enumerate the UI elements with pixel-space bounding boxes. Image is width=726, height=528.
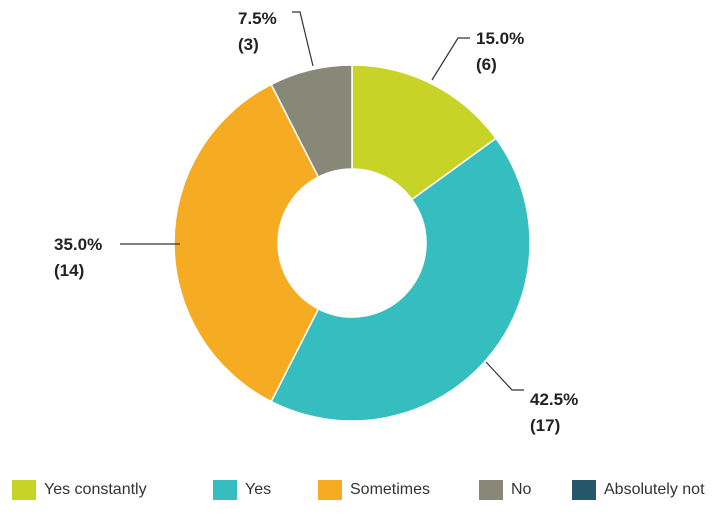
- legend-swatch-absolutely-not: [572, 480, 596, 500]
- legend-label-sometimes: Sometimes: [350, 481, 431, 498]
- legend-swatch-yes: [213, 480, 237, 500]
- legend-label-yes: Yes: [245, 481, 272, 498]
- callout-line-yes: [485, 361, 524, 391]
- callout-percent-no: 7.5%: [238, 9, 277, 28]
- slices-layer: [173, 64, 531, 422]
- legend-swatch-no: [479, 480, 503, 500]
- callout-count-yes: (17): [530, 416, 560, 435]
- legend-label-yes-constantly: Yes constantly: [44, 481, 147, 498]
- slice-yes[interactable]: [270, 137, 531, 422]
- slice-no[interactable]: [270, 64, 353, 179]
- slice-yes-constantly[interactable]: [351, 64, 498, 201]
- callout-count-no: (3): [238, 35, 259, 54]
- callout-percent-yes: 42.5%: [530, 390, 578, 409]
- legend-item-yes-constantly[interactable]: Yes constantly: [12, 478, 147, 502]
- legend-swatch-yes-constantly: [12, 480, 36, 500]
- callout-line-no: [292, 11, 314, 67]
- legend-item-sometimes[interactable]: Sometimes: [318, 478, 430, 502]
- callout-count-yes-constantly: (6): [476, 55, 497, 74]
- legend: Yes constantly Yes Sometimes No Absolute…: [0, 478, 726, 502]
- callout-line-yes-constantly: [431, 37, 470, 81]
- callout-percent-yes-constantly: 15.0%: [476, 29, 524, 48]
- callout-percent-sometimes: 35.0%: [54, 235, 102, 254]
- legend-label-absolutely-not: Absolutely not: [604, 481, 705, 498]
- legend-item-yes[interactable]: Yes: [213, 478, 271, 502]
- legend-swatch-sometimes: [318, 480, 342, 500]
- legend-label-no: No: [511, 481, 532, 498]
- callout-count-sometimes: (14): [54, 261, 84, 280]
- slice-sometimes[interactable]: [173, 83, 320, 403]
- donut-chart: 15.0% (6) 42.5% (17) 35.0% (14) 7.5% (3): [54, 9, 578, 435]
- legend-item-no[interactable]: No: [479, 478, 531, 502]
- legend-item-absolutely-not[interactable]: Absolutely not: [572, 478, 705, 502]
